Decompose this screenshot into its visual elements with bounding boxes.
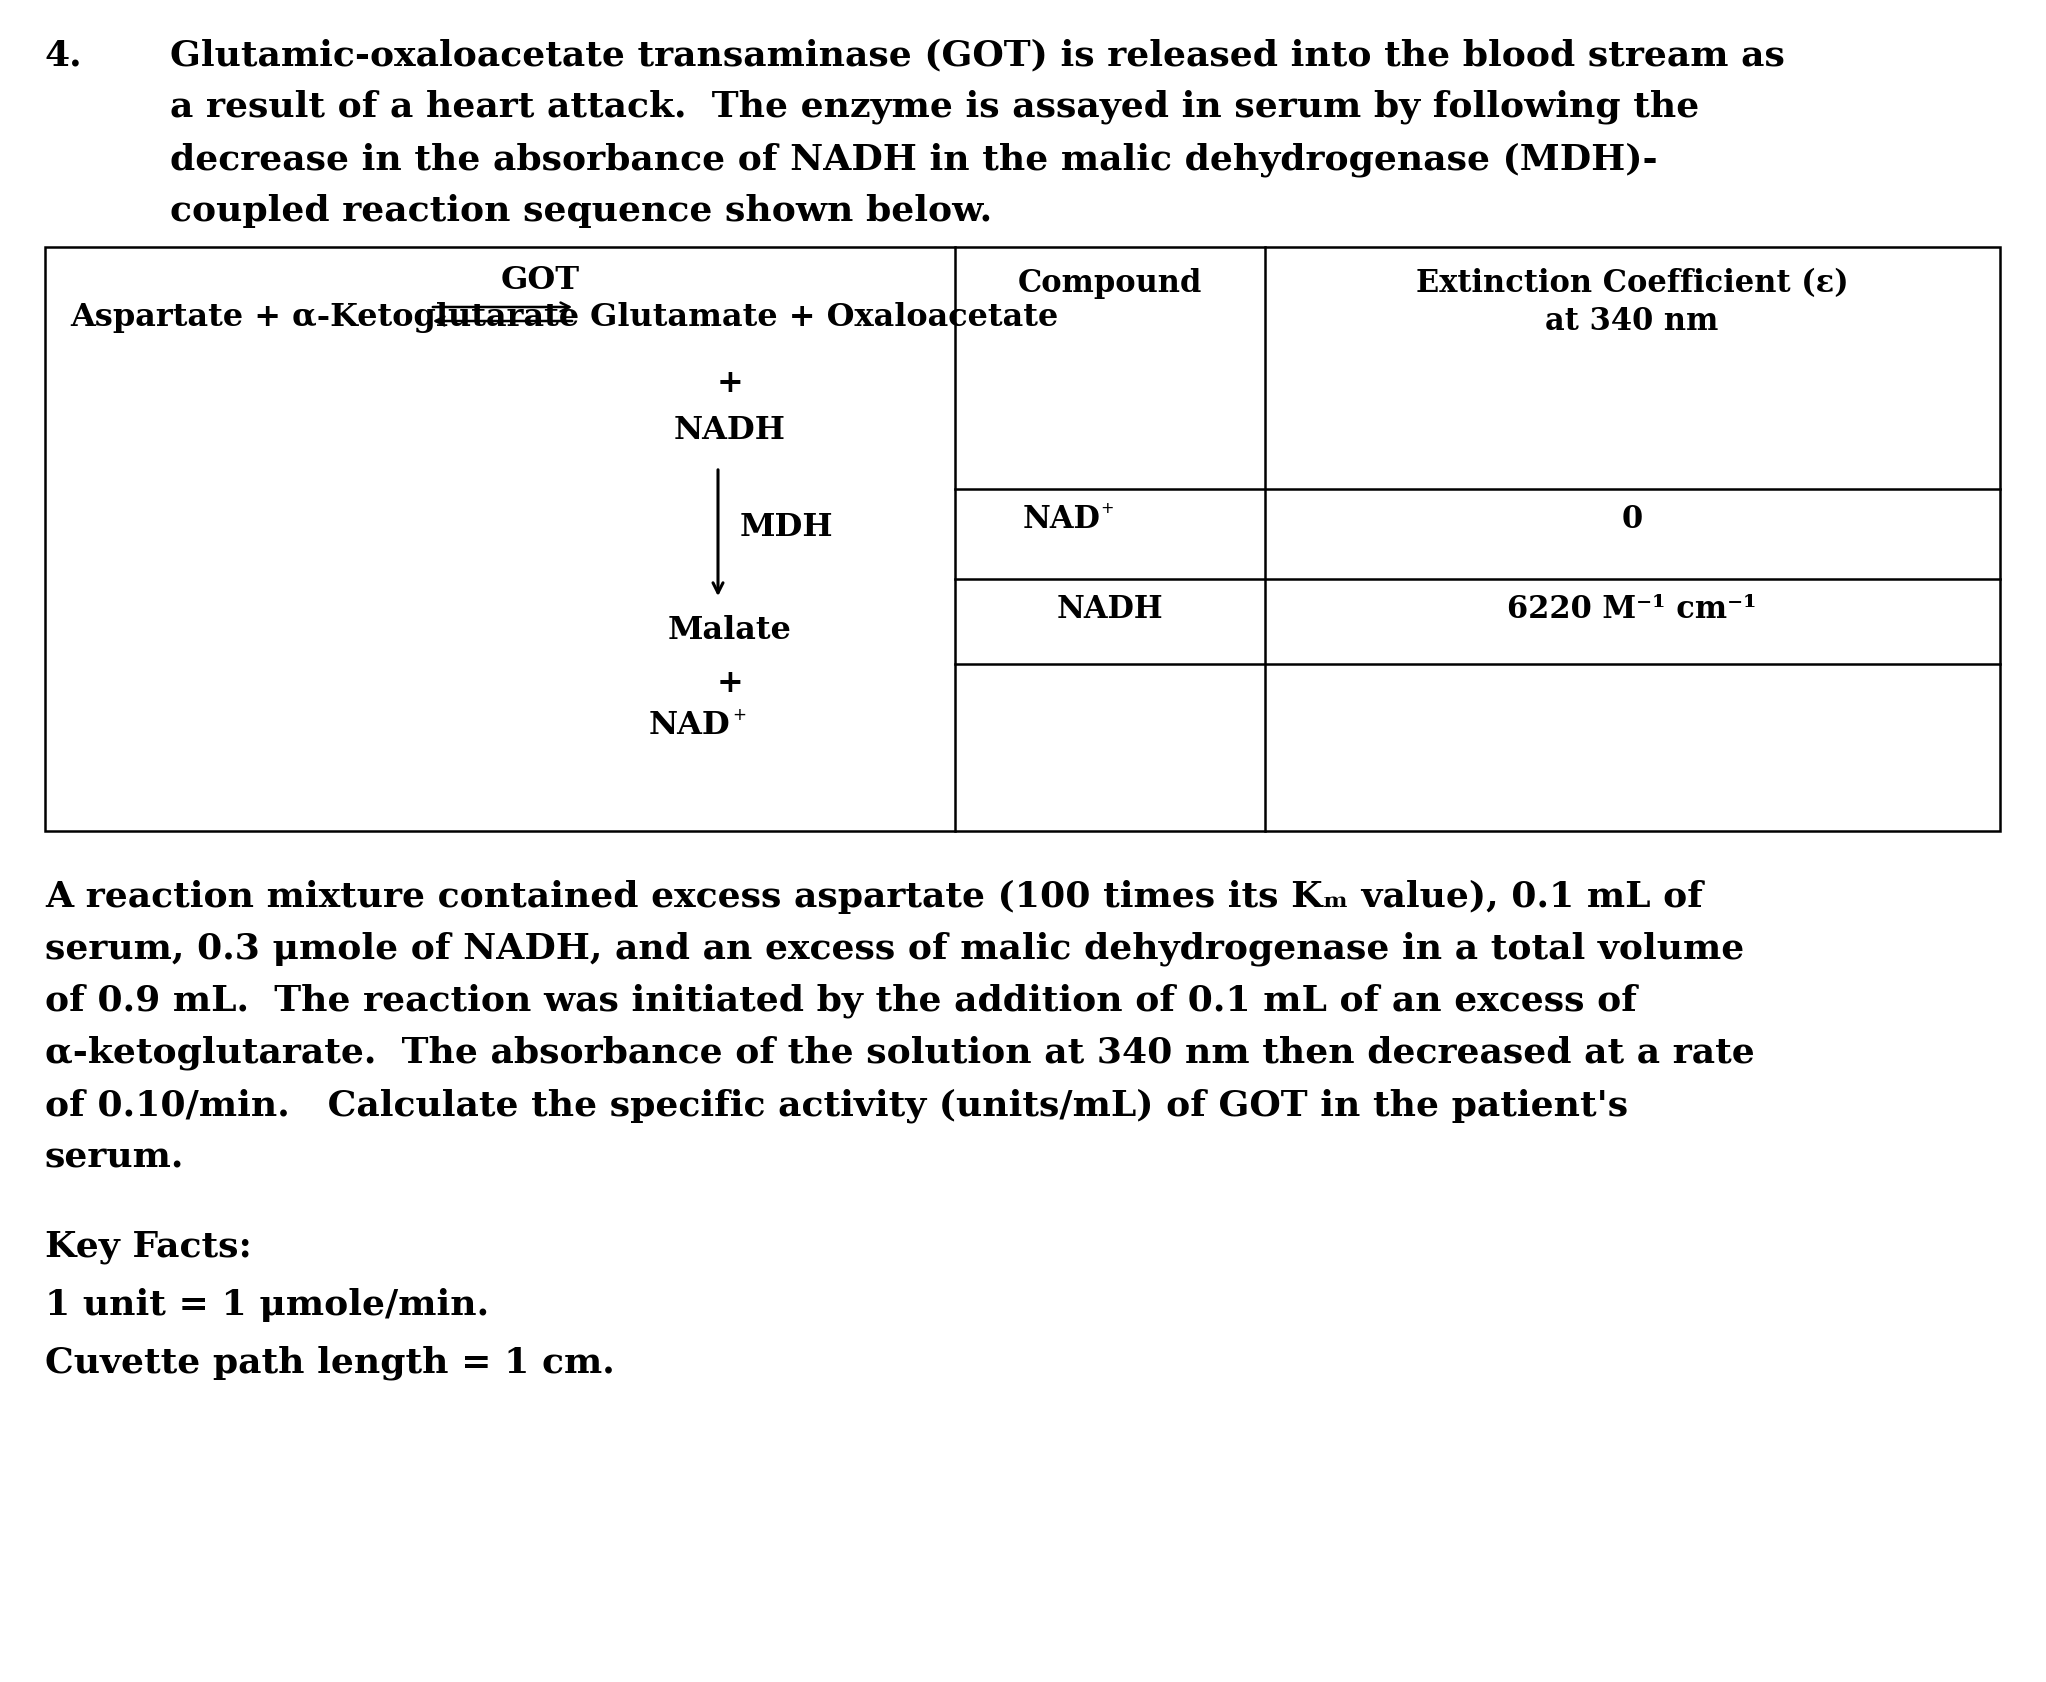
Text: a result of a heart attack.  The enzyme is assayed in serum by following the: a result of a heart attack. The enzyme i… bbox=[170, 89, 1700, 124]
Text: 4.: 4. bbox=[45, 39, 82, 72]
Text: of 0.10/min.   Calculate the specific activity (units/mL) of GOT in the patient': of 0.10/min. Calculate the specific acti… bbox=[45, 1087, 1629, 1122]
Text: NADH: NADH bbox=[1056, 594, 1164, 624]
Text: NAD: NAD bbox=[1023, 503, 1101, 535]
Text: Malate: Malate bbox=[669, 614, 792, 646]
Bar bbox=[45, 247, 2001, 831]
Text: $^{+}$: $^{+}$ bbox=[732, 710, 747, 733]
Text: Glutamic-oxaloacetate transaminase (GOT) is released into the blood stream as: Glutamic-oxaloacetate transaminase (GOT)… bbox=[170, 39, 1784, 72]
Text: 1 unit = 1 μmole/min.: 1 unit = 1 μmole/min. bbox=[45, 1287, 489, 1322]
Text: +: + bbox=[716, 668, 743, 698]
Text: MDH: MDH bbox=[741, 511, 833, 543]
Text: Extinction Coefficient (ε): Extinction Coefficient (ε) bbox=[1416, 267, 1848, 299]
Text: 6220 M⁻¹ cm⁻¹: 6220 M⁻¹ cm⁻¹ bbox=[1508, 594, 1758, 624]
Text: Aspartate + α-Ketoglutarate: Aspartate + α-Ketoglutarate bbox=[70, 301, 579, 333]
Text: of 0.9 mL.  The reaction was initiated by the addition of 0.1 mL of an excess of: of 0.9 mL. The reaction was initiated by… bbox=[45, 984, 1637, 1018]
Text: Compound: Compound bbox=[1017, 267, 1203, 299]
Text: serum.: serum. bbox=[45, 1139, 184, 1174]
Text: coupled reaction sequence shown below.: coupled reaction sequence shown below. bbox=[170, 193, 992, 227]
Text: Cuvette path length = 1 cm.: Cuvette path length = 1 cm. bbox=[45, 1346, 614, 1379]
Text: A reaction mixture contained excess aspartate (100 times its Kₘ value), 0.1 mL o: A reaction mixture contained excess aspa… bbox=[45, 880, 1702, 913]
Text: NAD: NAD bbox=[649, 710, 730, 740]
Text: α-ketoglutarate.  The absorbance of the solution at 340 nm then decreased at a r: α-ketoglutarate. The absorbance of the s… bbox=[45, 1036, 1755, 1070]
Text: +: + bbox=[716, 368, 743, 399]
Text: 0: 0 bbox=[1620, 503, 1643, 535]
Text: GOT: GOT bbox=[501, 264, 579, 296]
Text: at 340 nm: at 340 nm bbox=[1545, 306, 1719, 336]
Text: Key Facts:: Key Facts: bbox=[45, 1230, 252, 1263]
Text: NADH: NADH bbox=[673, 415, 786, 446]
Text: $^{+}$: $^{+}$ bbox=[1101, 503, 1113, 526]
Text: Glutamate + Oxaloacetate: Glutamate + Oxaloacetate bbox=[589, 301, 1058, 333]
Text: serum, 0.3 μmole of NADH, and an excess of malic dehydrogenase in a total volume: serum, 0.3 μmole of NADH, and an excess … bbox=[45, 932, 1745, 965]
Text: decrease in the absorbance of NADH in the malic dehydrogenase (MDH)-: decrease in the absorbance of NADH in th… bbox=[170, 141, 1657, 177]
